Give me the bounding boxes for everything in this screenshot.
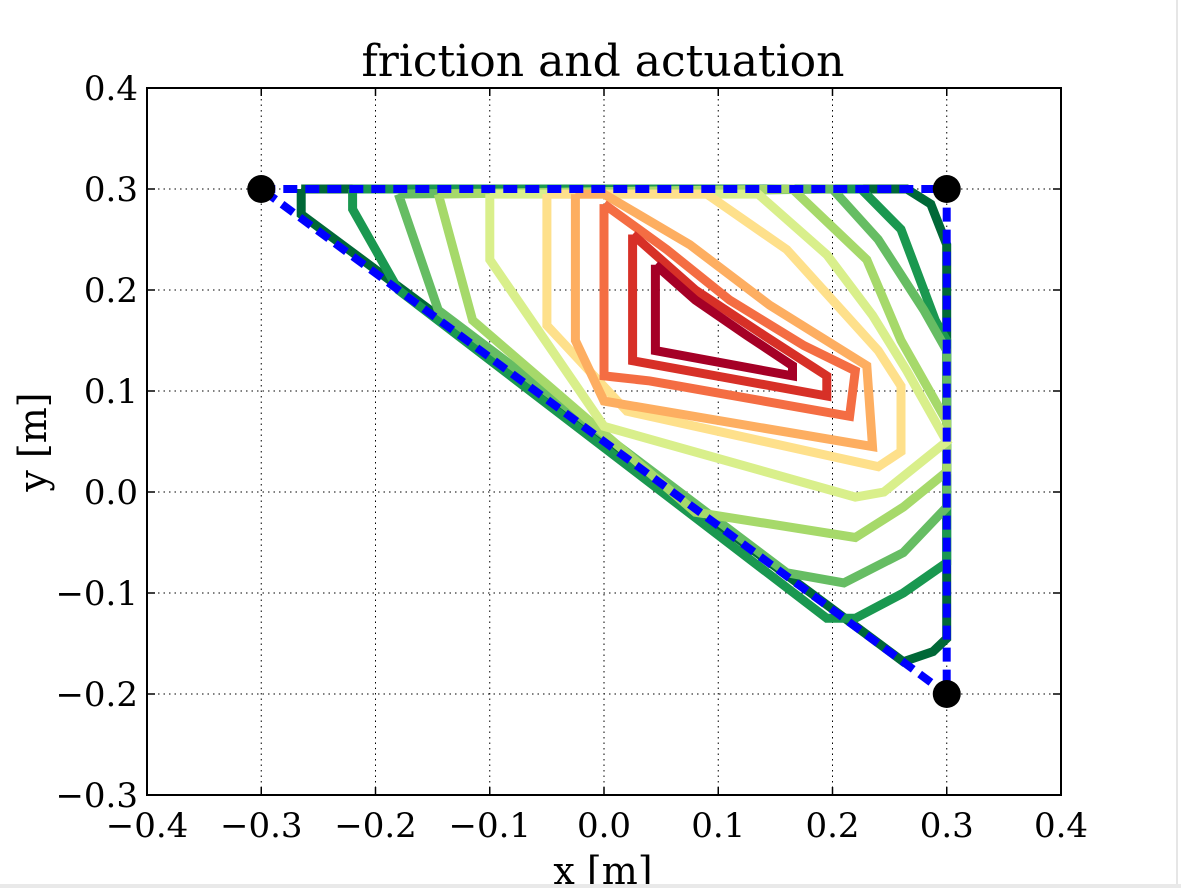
vertex-marker bbox=[247, 175, 276, 203]
y-axis-label: y [m] bbox=[11, 392, 55, 492]
y-tick-label: 0.3 bbox=[84, 170, 138, 210]
x-tick-label: 0.0 bbox=[577, 806, 631, 846]
contour-line bbox=[650, 261, 797, 382]
vertex-markers bbox=[247, 175, 961, 708]
vertex-marker bbox=[932, 175, 961, 203]
y-tick-label: −0.2 bbox=[55, 675, 138, 715]
boundary-line bbox=[258, 185, 951, 702]
y-tick-label: −0.3 bbox=[55, 776, 138, 816]
contour-lines bbox=[296, 184, 953, 667]
contour-line bbox=[628, 231, 832, 402]
y-tick-label: 0.4 bbox=[84, 69, 138, 109]
y-tick-label: 0.1 bbox=[84, 372, 138, 412]
x-tick-label: −0.1 bbox=[448, 806, 531, 846]
x-tick-label: 0.2 bbox=[805, 806, 859, 846]
tick-marks bbox=[146, 87, 1062, 796]
window-bottom-edge bbox=[0, 884, 1181, 888]
window-right-edge bbox=[1176, 0, 1178, 884]
boundary-layer bbox=[258, 185, 951, 702]
y-tick-label: 0.0 bbox=[84, 473, 138, 513]
chart-title: friction and actuation bbox=[361, 36, 844, 87]
contour-line bbox=[348, 184, 952, 623]
y-tick-labels: −0.3 −0.2 −0.1 0.0 0.1 0.2 0.3 0.4 bbox=[55, 69, 138, 816]
x-tick-label: 0.4 bbox=[1034, 806, 1088, 846]
contour-line bbox=[599, 200, 861, 422]
x-tick-labels: −0.4 −0.3 −0.2 −0.1 0.0 0.1 0.2 0.3 0.4 bbox=[106, 806, 1088, 846]
x-axis-label: x [m] bbox=[553, 849, 652, 888]
x-tick-label: −0.2 bbox=[334, 806, 417, 846]
x-tick-label: 0.3 bbox=[920, 806, 974, 846]
y-tick-label: −0.1 bbox=[55, 574, 138, 614]
x-tick-label: 0.1 bbox=[691, 806, 745, 846]
contour-line bbox=[570, 189, 878, 452]
contour-line bbox=[296, 184, 952, 667]
vertex-marker bbox=[932, 680, 961, 708]
x-tick-label: −0.4 bbox=[106, 806, 189, 846]
x-tick-label: −0.3 bbox=[220, 806, 303, 846]
y-tick-label: 0.2 bbox=[84, 271, 138, 311]
